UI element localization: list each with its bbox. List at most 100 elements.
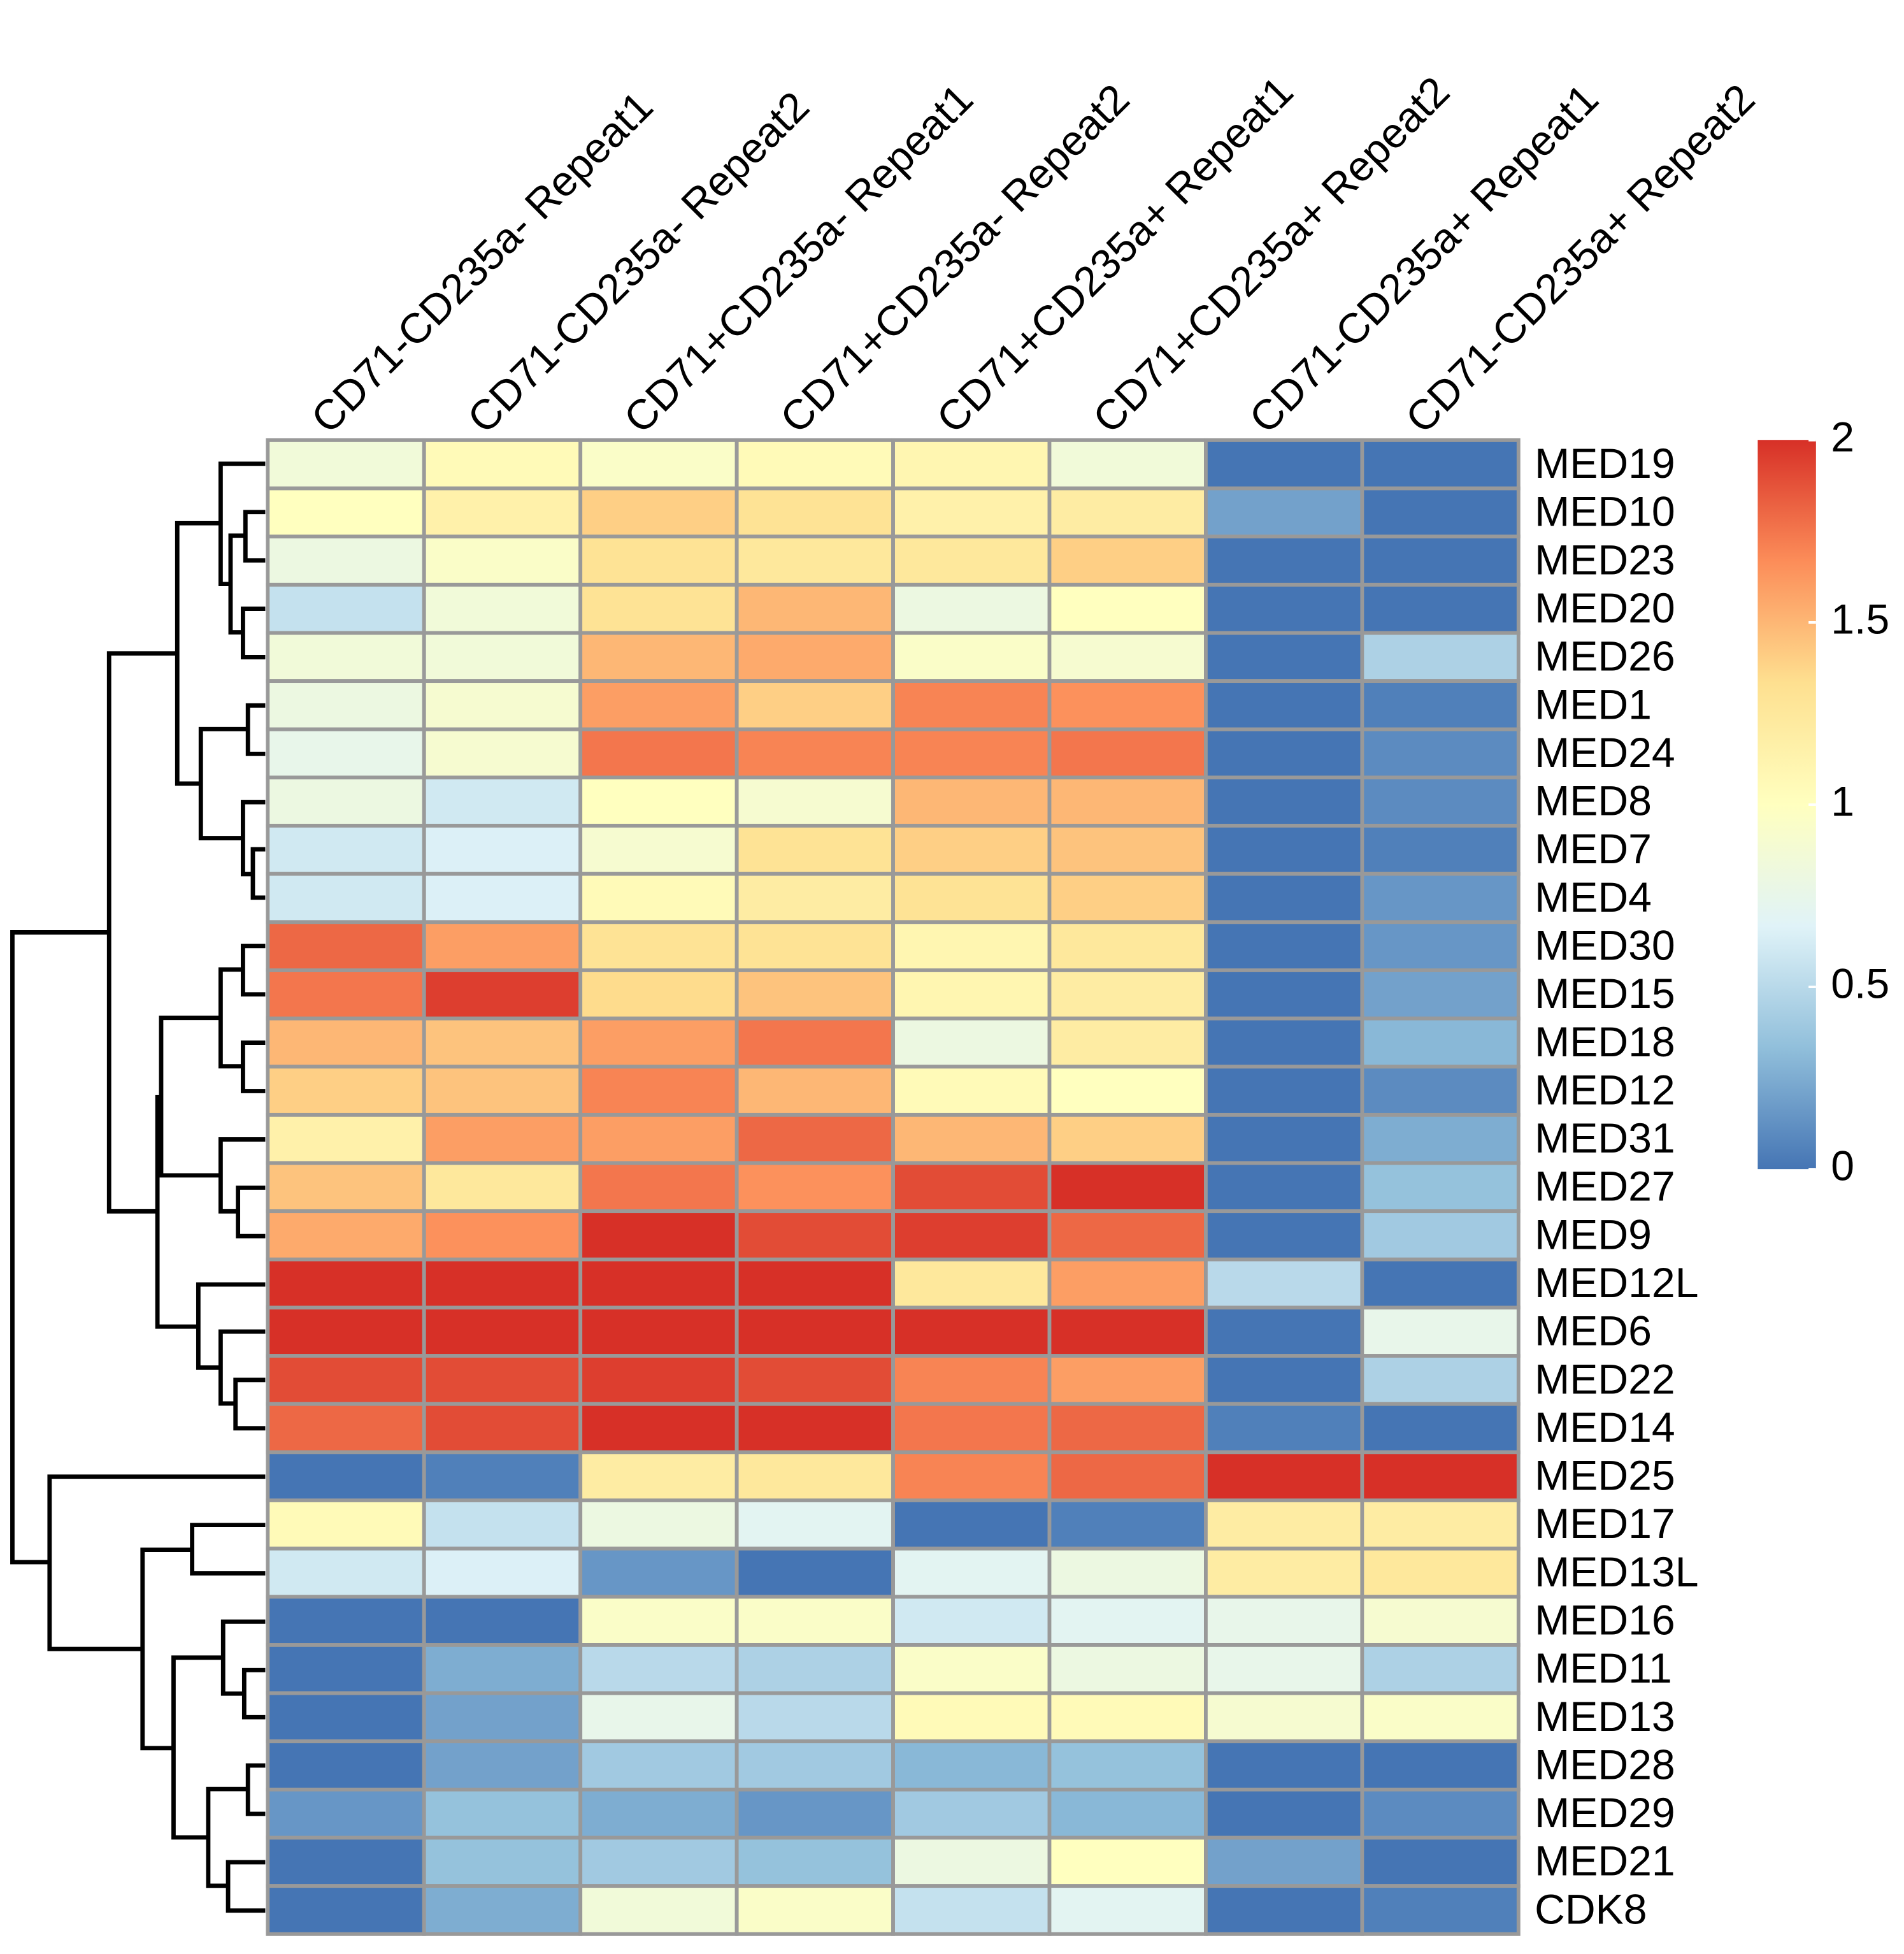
heatmap-cell: [891, 968, 1052, 1021]
row-label: MED12: [1535, 1067, 1675, 1114]
heatmap-cell: [1360, 1016, 1521, 1069]
heatmap-cell: [734, 1112, 895, 1165]
heatmap-cell: [1360, 1305, 1521, 1358]
heatmap-cell: [891, 631, 1052, 684]
heatmap-cell: [422, 775, 583, 828]
heatmap-cell: [578, 1016, 739, 1069]
heatmap-cell: [266, 1065, 426, 1117]
heatmap-cell: [1204, 1739, 1364, 1792]
heatmap-cell: [1047, 1161, 1208, 1214]
heatmap-cell: [1047, 1691, 1208, 1744]
heatmap-cell: [891, 727, 1052, 780]
heatmap-cell: [891, 486, 1052, 539]
heatmap-cell: [734, 438, 895, 491]
heatmap-cell: [422, 1643, 583, 1695]
heatmap-cell: [1360, 631, 1521, 684]
heatmap-cell: [734, 920, 895, 972]
row-label: MED9: [1535, 1211, 1652, 1258]
heatmap-cell: [266, 1835, 426, 1888]
heatmap-cell: [1360, 1209, 1521, 1261]
heatmap-cell: [891, 824, 1052, 876]
heatmap-cell: [1204, 1498, 1364, 1551]
heatmap-cell: [1047, 438, 1208, 491]
heatmap-cell: [1360, 1739, 1521, 1792]
heatmap-cell: [1047, 679, 1208, 731]
heatmap-cell: [891, 1257, 1052, 1310]
heatmap-cell: [1360, 535, 1521, 587]
heatmap-cell: [1204, 1209, 1364, 1261]
row-label: MED23: [1535, 536, 1675, 584]
heatmap-cell: [422, 1016, 583, 1069]
heatmap-cell: [1360, 1643, 1521, 1695]
heatmap-cell: [578, 1161, 739, 1214]
heatmap-cell: [1360, 1691, 1521, 1744]
heatmap-cell: [891, 1691, 1052, 1744]
heatmap-cell: [266, 920, 426, 972]
heatmap-cell: [1360, 1354, 1521, 1406]
heatmap-cell: [734, 1691, 895, 1744]
heatmap-cell: [734, 1787, 895, 1840]
heatmap-cell: [1047, 535, 1208, 587]
heatmap-cell: [891, 1835, 1052, 1888]
heatmap-cell: [891, 872, 1052, 924]
heatmap-cell: [266, 1161, 426, 1214]
heatmap-cell: [1047, 775, 1208, 828]
heatmap-cell: [1047, 727, 1208, 780]
heatmap-cell: [1204, 1354, 1364, 1406]
row-label: MED27: [1535, 1163, 1675, 1210]
heatmap-cell: [734, 1161, 895, 1214]
heatmap-cell: [734, 535, 895, 587]
heatmap-cell: [1204, 1016, 1364, 1069]
heatmap-cell: [891, 1016, 1052, 1069]
row-label: CDK8: [1535, 1886, 1647, 1933]
heatmap-cell: [1047, 1595, 1208, 1647]
heatmap-cell: [422, 486, 583, 539]
heatmap-cell: [891, 1354, 1052, 1406]
heatmap-cell: [1047, 1884, 1208, 1936]
heatmap-cell: [1047, 968, 1208, 1021]
heatmap-cell: [734, 1643, 895, 1695]
heatmap-cell: [266, 486, 426, 539]
heatmap-cell: [266, 968, 426, 1021]
heatmap-cell: [266, 679, 426, 731]
heatmap-cell: [266, 775, 426, 828]
colorbar-tick-label: 1: [1831, 778, 1854, 825]
heatmap-cell: [1204, 486, 1364, 539]
heatmap-cell: [1204, 1112, 1364, 1165]
heatmap-cell: [1360, 775, 1521, 828]
row-label: MED1: [1535, 681, 1652, 728]
heatmap-cell: [891, 1112, 1052, 1165]
row-label: MED29: [1535, 1790, 1675, 1837]
colorbar-tick-label: 0: [1831, 1143, 1854, 1190]
row-label: MED12L: [1535, 1260, 1698, 1307]
heatmap-cell: [891, 1739, 1052, 1792]
heatmap-cell: [1204, 872, 1364, 924]
heatmap-cell: [1047, 1354, 1208, 1406]
heatmap-cell: [1047, 582, 1208, 635]
row-label: MED18: [1535, 1019, 1675, 1066]
colorbar: [1757, 440, 1816, 1170]
heatmap-cell: [1360, 438, 1521, 491]
heatmap-cell: [422, 1257, 583, 1310]
heatmap-cell: [891, 1450, 1052, 1502]
heatmap-cell: [1047, 872, 1208, 924]
heatmap-cell: [266, 438, 426, 491]
heatmap-cell: [891, 1884, 1052, 1936]
heatmap-cell: [266, 872, 426, 924]
heatmap-cell: [1204, 582, 1364, 635]
heatmap-cell: [578, 535, 739, 587]
heatmap-cell: [266, 582, 426, 635]
heatmap-cell: [422, 1354, 583, 1406]
heatmap-cell: [578, 727, 739, 780]
heatmap-cell: [1360, 920, 1521, 972]
heatmap-cell: [734, 824, 895, 876]
heatmap-cell: [734, 872, 895, 924]
heatmap-cell: [1360, 824, 1521, 876]
heatmap-cell: [1204, 1787, 1364, 1840]
heatmap-cell: [734, 1546, 895, 1599]
heatmap-cell: [578, 582, 739, 635]
heatmap-cell: [891, 1209, 1052, 1261]
heatmap-cell: [1204, 535, 1364, 587]
heatmap-cell: [266, 1112, 426, 1165]
heatmap-cell: [422, 1884, 583, 1936]
